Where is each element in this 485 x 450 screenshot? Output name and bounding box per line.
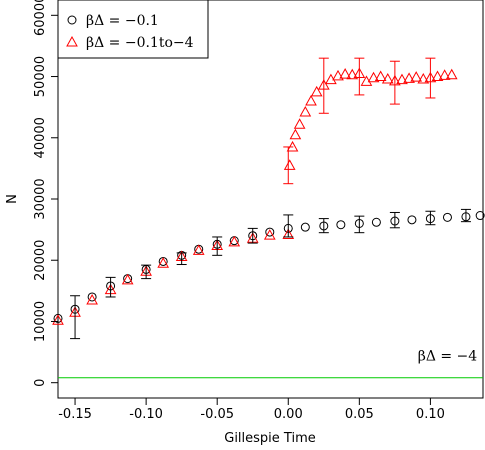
data-point-triangle xyxy=(410,71,423,82)
legend-marker-circle xyxy=(67,15,77,25)
y-axis-title: N xyxy=(5,194,20,204)
data-point-circle xyxy=(265,227,275,237)
data-point-triangle xyxy=(192,244,205,255)
data-point-triangle xyxy=(431,70,444,82)
y-tick-label: 60000 xyxy=(33,0,48,36)
x-tick-label: 0.05 xyxy=(345,407,374,422)
data-point-circle xyxy=(475,211,485,221)
data-point-triangle xyxy=(310,85,323,97)
y-tick-label: 50000 xyxy=(33,56,48,97)
data-point-triangle xyxy=(367,71,380,83)
error-bars xyxy=(70,57,471,340)
plot-frame xyxy=(57,0,484,399)
data-point-triangle xyxy=(403,72,415,83)
x-tick-label: 0.10 xyxy=(416,407,445,422)
data-point-triangle xyxy=(228,235,241,247)
data-point-triangle xyxy=(283,159,296,170)
legend: βΔ = −0.1 βΔ = −0.1to−4 xyxy=(57,0,209,59)
data-point-triangle xyxy=(445,68,458,80)
y-tick-label: 20000 xyxy=(33,240,48,281)
series-layer xyxy=(52,67,485,325)
data-point-triangle xyxy=(346,68,359,80)
y-axis: 0 10000 20000 30000 40000 50000 60000 xyxy=(33,0,58,387)
data-point-triangle xyxy=(438,69,451,80)
data-point-triangle xyxy=(121,273,134,285)
x-tick-label: -0.15 xyxy=(58,407,92,422)
data-point-triangle xyxy=(417,72,430,84)
x-tick-label: 0.00 xyxy=(274,407,303,422)
y-tick-label: 0 xyxy=(33,379,48,387)
data-point-triangle xyxy=(299,106,312,117)
data-point-triangle xyxy=(381,72,394,84)
data-point-triangle xyxy=(282,228,295,240)
annotation-text: βΔ = −4 xyxy=(418,349,478,365)
legend-label: βΔ = −0.1 xyxy=(86,13,159,29)
data-point-triangle xyxy=(289,128,302,140)
data-point-triangle xyxy=(305,95,317,106)
x-tick-label: -0.05 xyxy=(200,407,234,422)
data-point-circle xyxy=(371,217,381,227)
data-point-triangle xyxy=(332,69,344,81)
data-point-triangle xyxy=(325,73,337,85)
data-point-circle xyxy=(87,292,97,302)
x-axis: -0.15 -0.10 -0.05 0.00 0.05 0.10 xyxy=(58,398,445,422)
data-point-triangle xyxy=(396,73,408,85)
x-axis-title: Gillespie Time xyxy=(224,431,316,446)
y-tick-label: 40000 xyxy=(33,117,48,158)
y-tick-label: 30000 xyxy=(33,178,48,219)
data-point-triangle xyxy=(293,118,306,129)
legend-label: βΔ = −0.1to−4 xyxy=(86,35,194,51)
x-tick-label: -0.10 xyxy=(129,407,163,422)
annotations: βΔ = −4 xyxy=(418,349,478,365)
data-point-circle xyxy=(442,212,452,222)
data-point-triangle xyxy=(157,257,170,268)
data-point-triangle xyxy=(339,68,351,79)
data-point-circle xyxy=(336,220,346,230)
data-point-circle xyxy=(300,222,310,232)
legend-marker-triangle xyxy=(66,35,78,47)
data-point-triangle xyxy=(374,70,387,82)
data-point-triangle xyxy=(86,294,98,305)
data-point-triangle xyxy=(263,229,276,240)
legend-box xyxy=(57,0,209,59)
y-tick-label: 10000 xyxy=(33,301,48,342)
data-point-triangle xyxy=(52,314,64,325)
data-point-circle xyxy=(407,215,417,225)
